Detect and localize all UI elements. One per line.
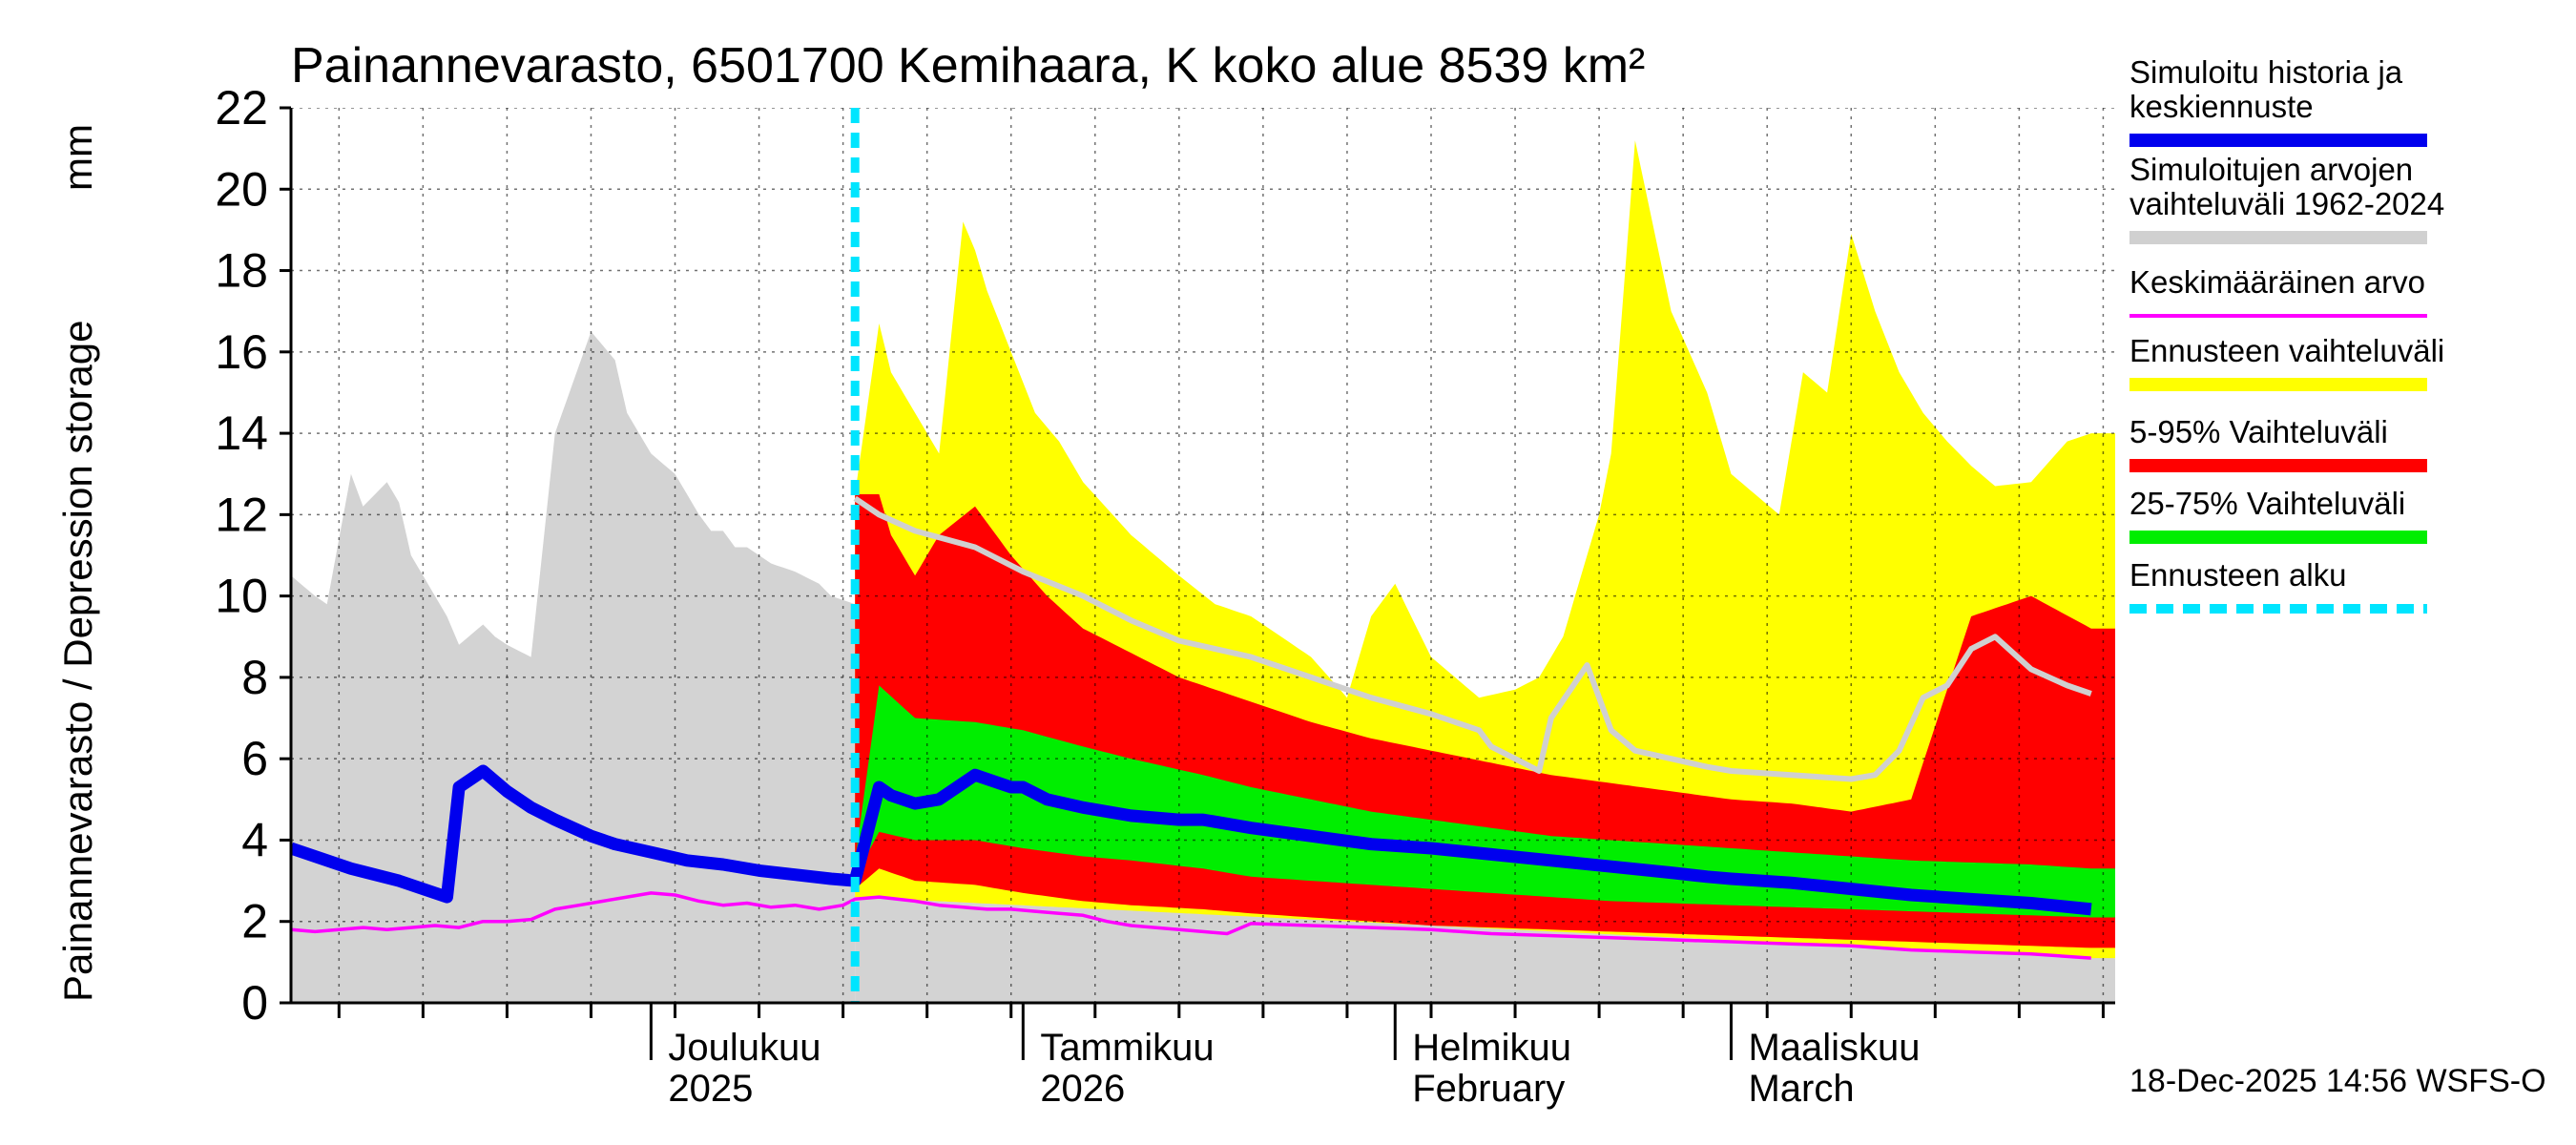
history-range-band [291, 331, 856, 1003]
y-axis-title: Painannevarasto / Depression storage [55, 321, 100, 1002]
legend-item: 5-95% Vaihteluväli [2129, 414, 2427, 472]
legend-item: 25-75% Vaihteluväli [2129, 486, 2427, 544]
y-tick-label: 14 [215, 406, 268, 460]
y-tick-label: 2 [241, 895, 268, 948]
y-axis-unit: mm [55, 124, 100, 191]
legend-item: Ennusteen vaihteluväli [2129, 333, 2444, 391]
gridlines [291, 108, 2115, 1003]
legend-item: Keskimääräinen arvo [2129, 264, 2427, 318]
axes [289, 108, 2115, 1005]
history-range-band-low [855, 897, 2115, 1003]
legend-label: 25-75% Vaihteluväli [2129, 486, 2405, 521]
history-mean-line [853, 495, 2092, 782]
y-tick-label: 18 [215, 244, 268, 298]
timestamp-footer: 18-Dec-2025 14:56 WSFS-O [2129, 1063, 2546, 1099]
forecast-bands [855, 140, 2115, 959]
y-tick-label: 10 [215, 570, 268, 623]
mean-value-line [291, 891, 2091, 960]
y-tick-label: 4 [241, 813, 268, 866]
legend: Simuloitu historia jakeskiennusteSimuloi… [2129, 54, 2444, 614]
y-tick-label: 8 [241, 651, 268, 704]
legend-label: Simuloitujen arvojen [2129, 152, 2413, 187]
month-label-sub: 2026 [1040, 1068, 1125, 1110]
month-label-sub: 2025 [668, 1068, 753, 1110]
legend-item: Ennusteen alku [2129, 557, 2427, 614]
legend-label: Simuloitu historia ja [2129, 54, 2403, 90]
y-tick-label: 12 [215, 488, 268, 541]
simulated-forecast-line [291, 764, 2092, 916]
legend-label: Keskimääräinen arvo [2129, 264, 2425, 300]
chart-title: Painannevarasto, 6501700 Kemihaara, K ko… [291, 38, 1645, 94]
month-label-sub: March [1748, 1068, 1854, 1110]
legend-label: Ennusteen vaihteluväli [2129, 333, 2444, 368]
y-tick-label: 0 [241, 976, 268, 1030]
legend-label: keskiennuste [2129, 89, 2314, 124]
month-label: Maaliskuu [1748, 1027, 1920, 1069]
y-tick-label: 6 [241, 732, 268, 785]
y-tick-label: 20 [215, 162, 268, 216]
series-lines [291, 108, 2092, 1003]
legend-label: Ennusteen alku [2129, 557, 2347, 593]
month-label: Tammikuu [1040, 1027, 1214, 1069]
y-tick-label: 22 [215, 81, 268, 135]
legend-label: vaihteluväli 1962-2024 [2129, 186, 2444, 221]
y-tick-label: 16 [215, 325, 268, 379]
plot-area [291, 108, 2115, 1003]
history-range-area [291, 331, 2115, 1003]
legend-label: 5-95% Vaihteluväli [2129, 414, 2388, 449]
month-label-sub: February [1412, 1068, 1565, 1110]
y-ticks: 0 2 4 6 8 10 12 14 16 18 20 22 [215, 81, 291, 1030]
y-axis-label: Painannevarasto / Depression storage mm [55, 124, 100, 1002]
month-label: Helmikuu [1412, 1027, 1571, 1069]
forecast-25-75-band [855, 685, 2115, 918]
month-label: Joulukuu [668, 1027, 821, 1069]
